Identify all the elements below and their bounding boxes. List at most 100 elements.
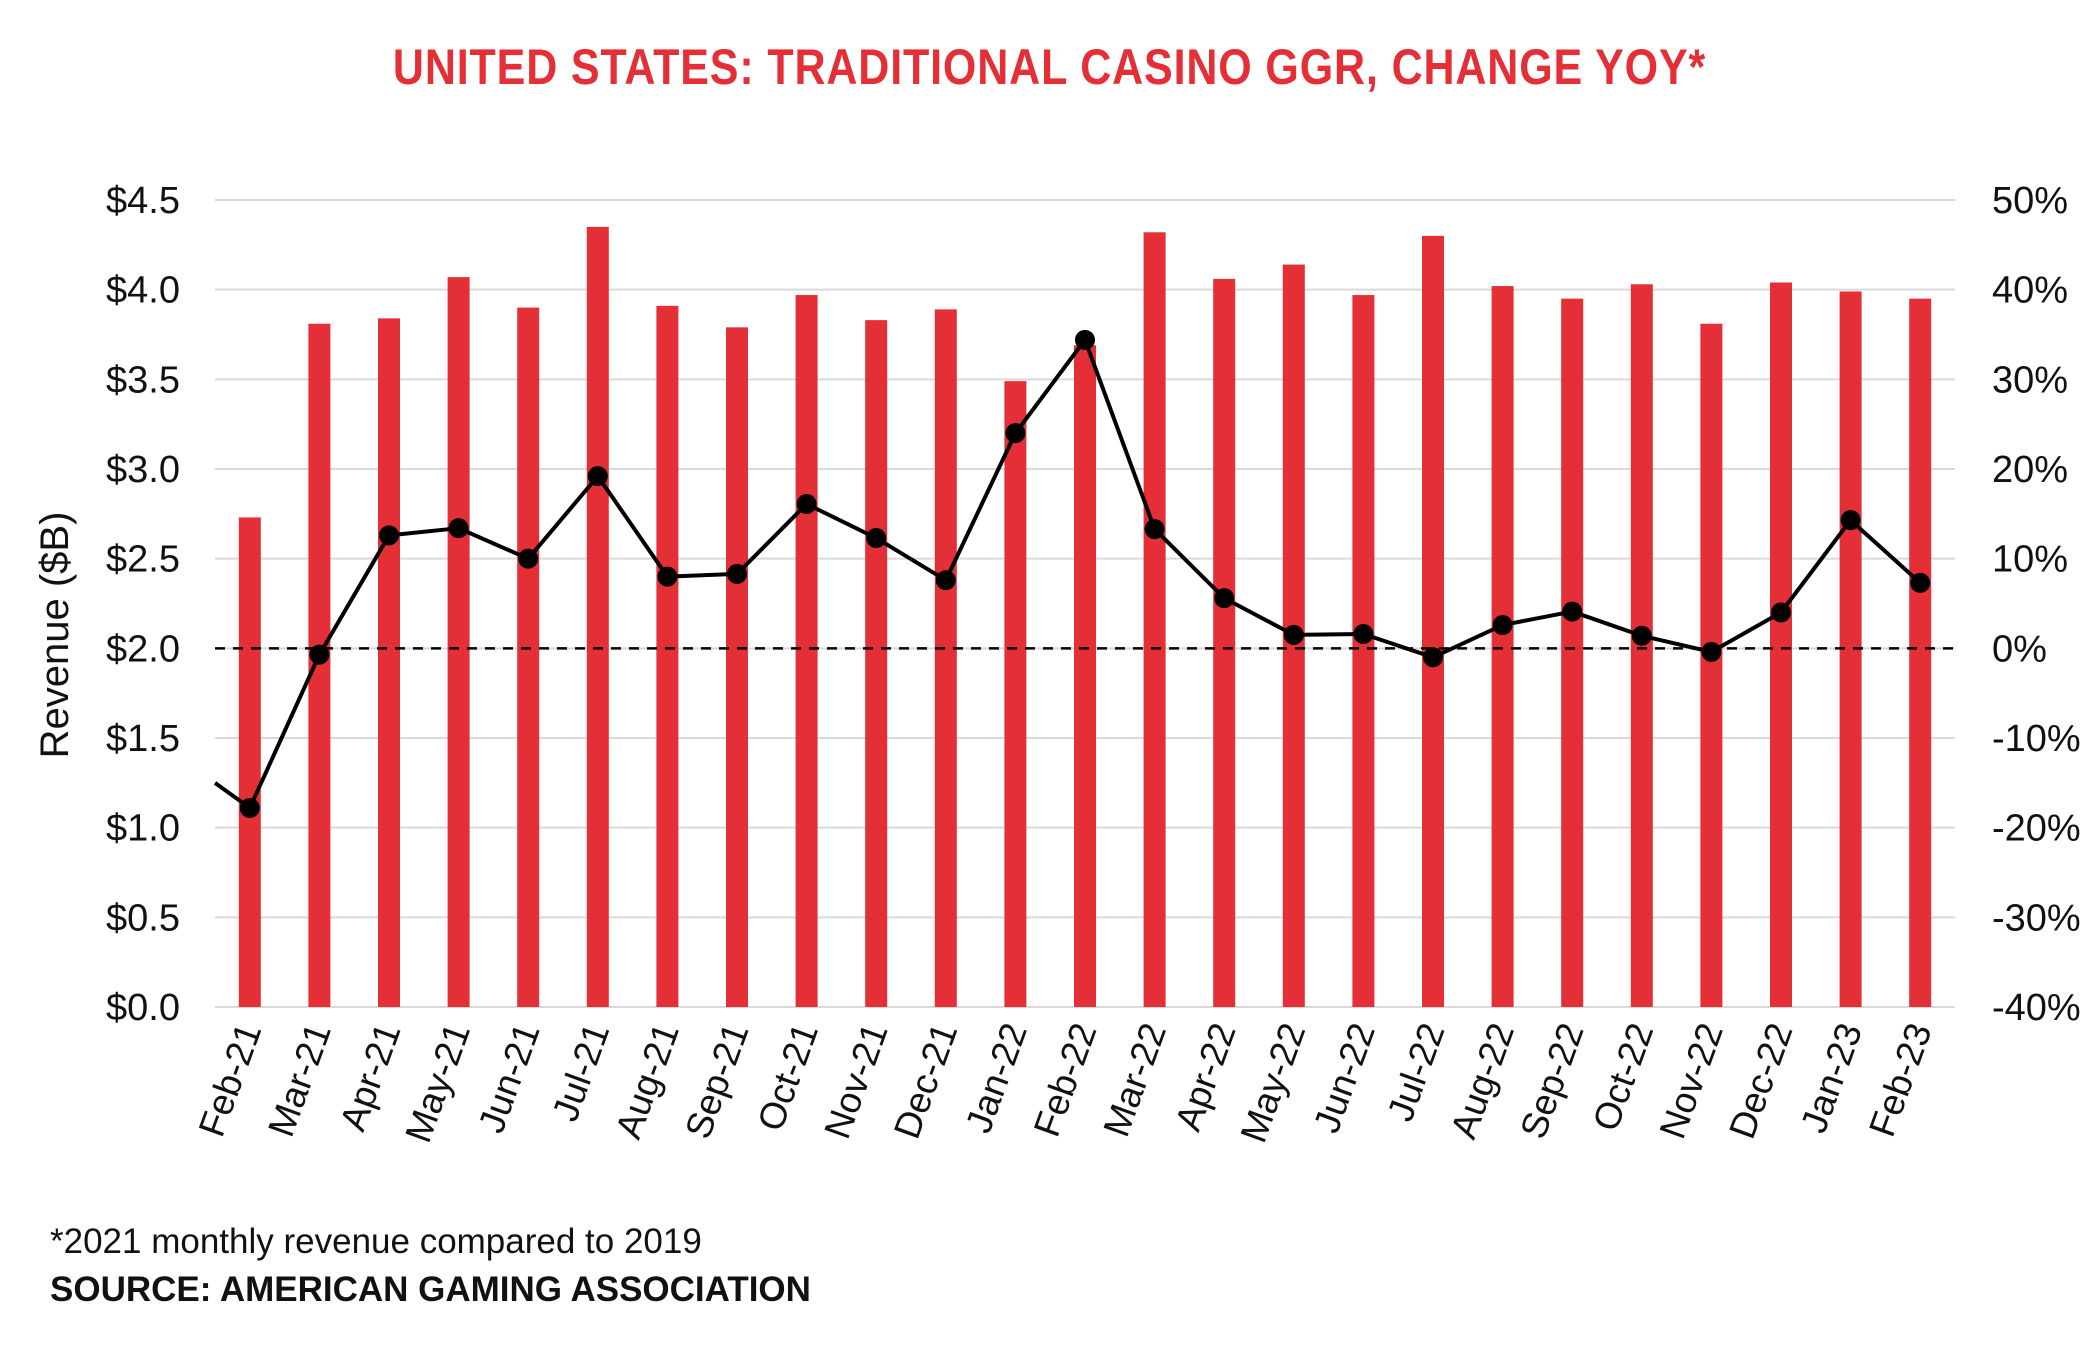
yoy-point (1492, 615, 1513, 636)
yoy-point (1005, 423, 1026, 444)
bar (1491, 286, 1514, 1008)
yoy-point (1840, 510, 1861, 531)
bar (1074, 345, 1096, 1007)
x-tick-label: Apr-22 (1167, 1018, 1244, 1136)
x-tick-label: Apr-21 (332, 1018, 409, 1136)
yoy-point (1214, 588, 1235, 609)
bar (308, 323, 331, 1007)
x-tick-label: Oct-22 (1585, 1018, 1662, 1136)
yoy-point (1562, 601, 1583, 622)
y-tick-label-right: 50% (1992, 180, 2068, 222)
footnote: *2021 monthly revenue compared to 2019 (50, 1222, 702, 1261)
x-tick-label: Jan-22 (958, 1018, 1035, 1138)
y-tick-label-left: $3.0 (106, 449, 180, 491)
x-tick-label: Mar-22 (1096, 1018, 1175, 1142)
bar (1352, 295, 1375, 1008)
bar (238, 517, 261, 1007)
bar (865, 320, 888, 1007)
x-tick-label: Nov-22 (1652, 1018, 1731, 1144)
bar (1422, 235, 1444, 1007)
x-tick-label: Nov-21 (816, 1018, 895, 1144)
x-tick-label: Aug-22 (1443, 1018, 1522, 1144)
y-tick-label-right: -30% (1992, 897, 2081, 939)
x-tick-label: Jul-21 (544, 1018, 617, 1127)
bar (795, 295, 818, 1008)
chart-title: UNITED STATES: TRADITIONAL CASINO GGR, C… (392, 39, 1707, 95)
y-tick-label-right: 0% (1992, 628, 2047, 670)
bar (586, 226, 609, 1007)
x-tick-label: Mar-21 (260, 1018, 339, 1142)
y-tick-label-right: 40% (1992, 270, 2068, 312)
yoy-point (657, 566, 678, 587)
yoy-point (727, 563, 747, 584)
bar (1700, 323, 1723, 1007)
yoy-point (1631, 625, 1652, 646)
yoy-point (309, 644, 330, 665)
yoy-point (1910, 572, 1931, 593)
y-axis-left-ticks: $0.0 $0.5 $1.0 $1.5 $2.0 $2.5 $3.0 $3.5 $4.0 $4.5 (106, 180, 180, 1029)
bar (726, 327, 748, 1007)
yoy-point (1075, 329, 1095, 350)
bar (1770, 282, 1792, 1007)
y-tick-label-left: $0.0 (106, 987, 180, 1029)
y-tick-label-right: -10% (1992, 718, 2081, 760)
x-tick-label: Jan-23 (1793, 1018, 1870, 1138)
yoy-point (866, 528, 887, 549)
y-tick-label-left: $0.5 (106, 897, 180, 939)
y-tick-label-right: 30% (1992, 359, 2068, 401)
x-tick-label: Jun-21 (470, 1018, 547, 1138)
yoy-point (935, 570, 956, 591)
y-tick-label-right: -40% (1992, 987, 2081, 1029)
bar (1143, 232, 1166, 1007)
yoy-point (518, 548, 539, 569)
x-tick-label: Oct-21 (750, 1018, 827, 1136)
x-tick-label: Feb-21 (191, 1018, 270, 1142)
x-tick-label: May-21 (397, 1018, 478, 1148)
yoy-point (796, 493, 817, 514)
y-tick-label-left: $2.0 (106, 628, 180, 670)
x-axis-ticks: Feb-21Mar-21Apr-21May-21Jun-21Jul-21Aug-… (191, 1018, 1940, 1148)
bar (447, 277, 470, 1007)
x-tick-label: Feb-23 (1861, 1018, 1940, 1142)
y-tick-label-right: 10% (1992, 539, 2068, 581)
bar (1909, 298, 1932, 1008)
yoy-line-path (213, 337, 1922, 810)
bar (1213, 278, 1236, 1007)
y-tick-label-left: $2.5 (106, 539, 180, 581)
yoy-point (239, 797, 260, 818)
yoy-point (1283, 624, 1304, 645)
yoy-point (1353, 623, 1374, 644)
x-tick-label: Dec-22 (1721, 1018, 1800, 1144)
y-axis-title: Revenue ($B) (33, 512, 77, 759)
y-tick-label-left: $4.5 (106, 180, 180, 222)
yoy-points (239, 329, 1931, 818)
x-tick-label: Sep-22 (1512, 1018, 1591, 1144)
y-tick-label-right: -20% (1992, 808, 2081, 850)
bars (238, 226, 1932, 1008)
yoy-point (1423, 647, 1443, 668)
yoy-point (448, 518, 469, 539)
bar (934, 309, 957, 1008)
bar (1004, 381, 1027, 1007)
yoy-line (213, 337, 1922, 810)
x-tick-label: Dec-21 (886, 1018, 965, 1144)
bar (378, 318, 400, 1007)
x-tick-label: Sep-21 (677, 1018, 756, 1144)
yoy-point (1701, 641, 1722, 662)
x-tick-label: Jun-22 (1306, 1018, 1383, 1138)
yoy-point (587, 466, 608, 487)
x-tick-label: Jul-22 (1380, 1018, 1453, 1127)
yoy-point (1144, 519, 1165, 540)
y-tick-label-left: $1.5 (106, 718, 180, 760)
x-tick-label: May-22 (1233, 1018, 1314, 1148)
y-tick-label-left: $4.0 (106, 270, 180, 312)
bar (517, 307, 540, 1008)
bar (1561, 298, 1584, 1008)
y-tick-label-right: 20% (1992, 449, 2068, 491)
yoy-point (379, 525, 399, 546)
yoy-point (1771, 602, 1791, 623)
y-tick-label-left: $3.5 (106, 359, 180, 401)
bar (656, 305, 679, 1008)
x-tick-label: Aug-21 (608, 1018, 687, 1144)
